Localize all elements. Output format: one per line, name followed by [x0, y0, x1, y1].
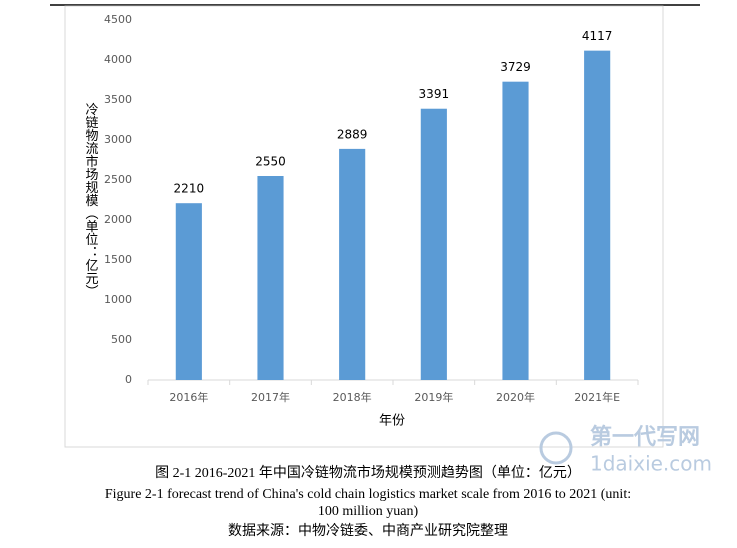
y-tick-label: 500	[111, 333, 132, 346]
y-tick-label: 3500	[104, 93, 132, 106]
y-tick-label: 4500	[104, 13, 132, 26]
caption-zh: 图 2-1 2016-2021 年中国冷链物流市场规模预测趋势图（单位：亿元）	[155, 464, 581, 481]
caption-source: 数据来源：中物冷链委、中商产业研究院整理	[228, 523, 508, 539]
bar	[175, 203, 202, 380]
y-tick-label: 4000	[104, 53, 132, 66]
x-tick-label: 2016年	[169, 390, 208, 404]
chart-frame	[64, 5, 664, 448]
x-tick-label: 2021年E	[574, 390, 620, 404]
y-tick-label: 3000	[104, 133, 132, 146]
y-tick-label: 1000	[104, 293, 132, 306]
watermark-name: 第一代写网	[590, 424, 700, 450]
value-label: 3391	[419, 87, 450, 101]
value-label: 3729	[500, 60, 531, 74]
bar	[584, 50, 611, 380]
value-label: 4117	[582, 29, 613, 43]
watermark-logo	[539, 431, 573, 465]
x-tick-label: 2020年	[496, 390, 535, 404]
bar	[339, 148, 366, 380]
watermark-site: 1daixie.com	[590, 452, 712, 476]
y-tick-label: 2500	[104, 173, 132, 186]
x-tick-label: 2019年	[414, 390, 453, 404]
caption-en: Figure 2-1 forecast trend of China's col…	[105, 487, 631, 502]
x-tick-label: 2017年	[251, 390, 290, 404]
y-tick-label: 0	[125, 373, 132, 386]
x-tick-label: 2018年	[333, 390, 372, 404]
y-tick-label: 1500	[104, 253, 132, 266]
y-axis-label: 冷链物流市场规模（单位：亿元）	[83, 103, 99, 298]
value-label: 2210	[174, 182, 205, 196]
y-tick-label: 2000	[104, 213, 132, 226]
x-axis-label: 年份	[379, 414, 405, 429]
value-label: 2550	[255, 155, 286, 169]
caption-en: 100 million yuan)	[318, 504, 419, 519]
bar	[502, 81, 529, 381]
value-label: 2889	[337, 127, 368, 141]
bar	[257, 176, 284, 380]
bar	[420, 108, 447, 380]
